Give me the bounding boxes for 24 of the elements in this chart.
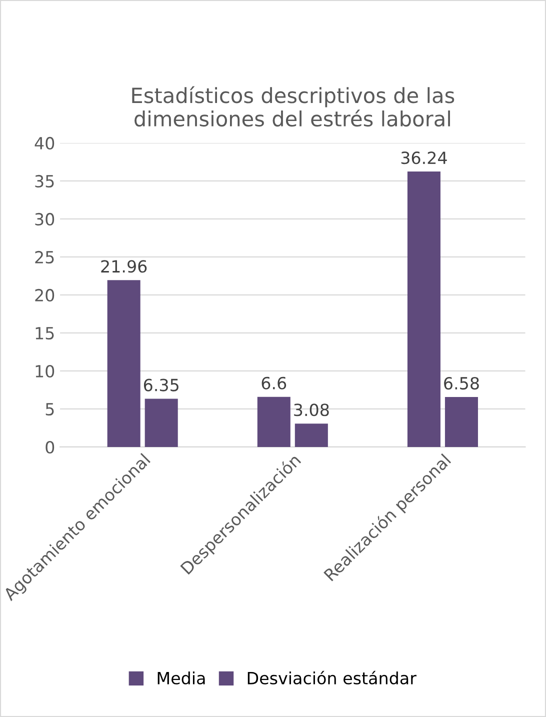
y-tick-label: 40: [34, 136, 54, 150]
bar: [294, 424, 328, 447]
y-tick-label: 15: [36, 327, 54, 340]
data-label: 6.35: [144, 378, 178, 392]
bar: [257, 396, 290, 447]
legend-label: Media: [158, 672, 205, 684]
data-label: 3.08: [294, 404, 329, 416]
legend-label: Desviación estándar: [248, 670, 416, 684]
y-tick-label: 30: [35, 212, 54, 226]
data-label: 36.24: [401, 152, 447, 164]
y-tick-label: 0: [46, 440, 54, 454]
y-tick-label: 5: [46, 403, 54, 416]
y-tick-label: 35: [35, 174, 54, 188]
bar: [444, 396, 478, 447]
bar: [144, 398, 178, 447]
data-label: 6.6: [262, 376, 286, 390]
y-tick-label: 25: [35, 250, 54, 264]
data-label: 21.96: [101, 260, 147, 273]
y-tick-label: 20: [35, 288, 54, 302]
chart-title: Estadísticos descriptivos de las dimensiones del estrés laboral: [132, 86, 454, 127]
y-tick-label: 10: [36, 364, 54, 378]
data-label: 6.58: [444, 376, 479, 390]
bar: [407, 172, 440, 447]
bar: [107, 280, 140, 447]
